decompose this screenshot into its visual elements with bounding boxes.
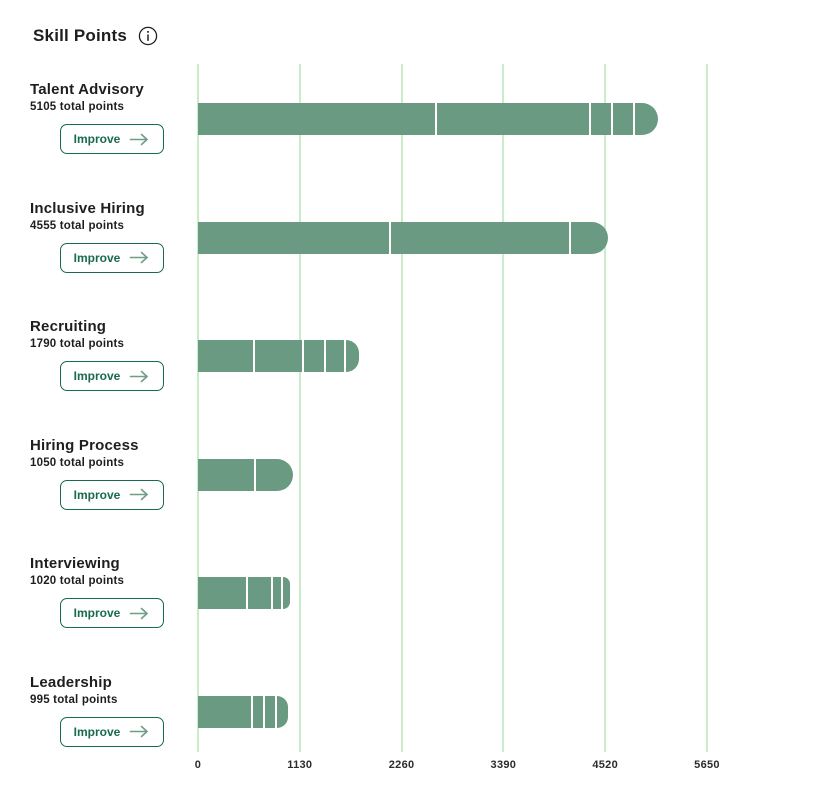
skill-info: Interviewing 1020 total points Improve: [30, 555, 200, 628]
arrow-right-icon: [130, 607, 149, 619]
bar-segment: [198, 340, 253, 372]
improve-button-label: Improve: [73, 487, 121, 502]
gridline: [604, 64, 607, 752]
page-header: Skill Points: [33, 26, 158, 46]
skill-name: Hiring Process: [30, 436, 139, 454]
arrow-right-icon: [130, 725, 149, 738]
bar-segment: [613, 103, 634, 135]
axis-tick-label: 3390: [490, 759, 517, 771]
skill-total-points: 1790 total points: [30, 338, 125, 350]
skill-total-points: 1020 total points: [30, 575, 125, 587]
gridline: [197, 64, 199, 752]
bar-segment: [272, 577, 282, 609]
axis-tick-label: 2260: [388, 759, 415, 771]
info-icon[interactable]: [138, 26, 158, 46]
bar-segment: [276, 695, 288, 728]
axis-tick-label: 5650: [694, 759, 720, 771]
improve-button[interactable]: Improve: [60, 242, 164, 273]
improve-button[interactable]: Improve: [60, 716, 164, 747]
gridline: [298, 64, 301, 752]
bar-segment: [198, 103, 435, 135]
improve-button-label: Improve: [73, 132, 121, 146]
bar-segment: [252, 695, 264, 728]
skill-info: Leadership 995 total points Improve: [30, 673, 200, 747]
skill-bar: [198, 103, 658, 135]
arrow-right-icon: [130, 251, 149, 264]
improve-button-label: Improve: [73, 606, 121, 620]
bar-segment: [345, 340, 360, 372]
bar-segment: [283, 577, 290, 609]
bar-segment: [254, 340, 302, 372]
skill-bar: [198, 340, 360, 372]
skill-total-points: 1050 total points: [30, 456, 125, 469]
arrow-right-icon: [130, 488, 149, 501]
improve-button-label: Improve: [73, 724, 121, 739]
bar-segment: [198, 221, 389, 254]
improve-button[interactable]: Improve: [60, 124, 164, 154]
axis-tick-label: 4520: [592, 759, 619, 771]
bar-segment: [303, 340, 325, 372]
bar-segment: [591, 103, 612, 135]
skill-info: Recruiting 1790 total points Improve: [30, 318, 200, 391]
axis-tick-label: 0: [194, 759, 202, 771]
bar-segment: [635, 103, 658, 135]
improve-button-label: Improve: [73, 250, 121, 265]
skill-name: Leadership: [30, 673, 113, 691]
improve-button-label: Improve: [73, 369, 121, 383]
skill-name: Interviewing: [30, 555, 120, 572]
bar-segment: [265, 695, 275, 728]
skill-total-points: 5105 total points: [30, 101, 125, 113]
arrow-right-icon: [130, 133, 149, 145]
axis-tick-label: 1130: [287, 759, 313, 771]
improve-button[interactable]: Improve: [60, 598, 164, 628]
bar-segment: [436, 103, 590, 135]
arrow-right-icon: [130, 370, 149, 382]
bar-segment: [198, 577, 247, 609]
improve-button[interactable]: Improve: [60, 479, 164, 510]
skill-total-points: 995 total points: [30, 693, 118, 706]
gridline: [400, 64, 403, 752]
skill-total-points: 4555 total points: [30, 219, 125, 232]
bar-segment: [326, 340, 344, 372]
skill-name: Talent Advisory: [30, 81, 144, 98]
gridline: [706, 64, 708, 752]
bar-segment: [198, 695, 251, 728]
skill-bar: [198, 221, 609, 254]
bar-segment: [248, 577, 271, 609]
bar-segment: [255, 458, 293, 491]
skill-name: Recruiting: [30, 318, 107, 335]
gridline: [502, 64, 505, 752]
improve-button[interactable]: Improve: [60, 361, 164, 391]
bar-segment: [390, 221, 570, 254]
skill-bar: [198, 695, 288, 728]
skill-name: Inclusive Hiring: [30, 199, 145, 217]
page-title: Skill Points: [33, 26, 128, 45]
skill-bar: [198, 458, 293, 491]
skill-info: Talent Advisory 5105 total points Improv…: [30, 81, 200, 154]
skill-bar: [198, 577, 290, 609]
skill-info: Inclusive Hiring 4555 total points Impro…: [30, 199, 200, 273]
bar-segment: [198, 458, 254, 491]
skill-info: Hiring Process 1050 total points Improve: [30, 436, 200, 510]
bar-segment: [571, 221, 609, 254]
